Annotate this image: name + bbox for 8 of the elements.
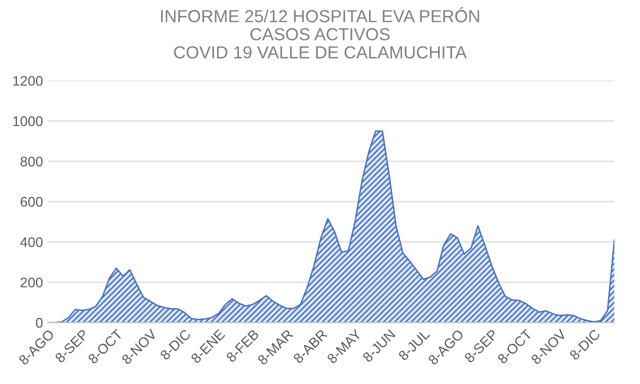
y-tick-label: 800 [20,156,43,166]
y-tick-label: 600 [20,196,43,207]
y-tick-label: 1200 [13,76,43,86]
y-tick-label: 1000 [13,116,43,126]
chart-title: INFORME 25/12 HOSPITAL EVA PERÓN CASOS ACTIVOS COVID 19 VALLE DE CALAMUCHITA [161,7,480,58]
y-tick-label: 200 [20,278,43,288]
y-tick-label: 400 [20,237,43,248]
y-tick-label: 0 [36,318,43,328]
